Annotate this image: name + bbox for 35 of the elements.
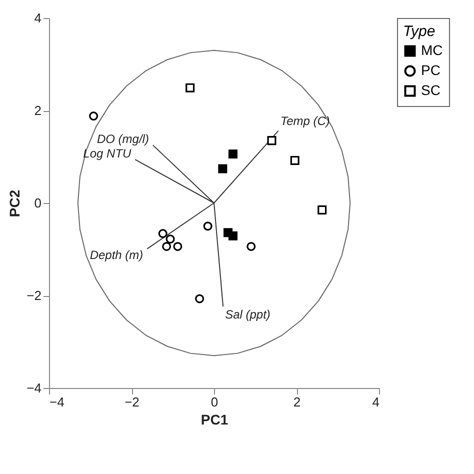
y-tick-label: −4 <box>26 380 42 396</box>
annotation: Sal (ppt) <box>225 308 270 322</box>
legend-label: MC <box>421 42 443 58</box>
x-tick-label: 2 <box>293 394 301 410</box>
y-tick-label: 4 <box>34 10 42 26</box>
y-tick-label: 0 <box>34 196 42 210</box>
point <box>218 164 228 174</box>
point <box>166 234 175 244</box>
legend-title: Type <box>403 23 436 40</box>
y-axis-title: PC2 <box>6 190 23 218</box>
point <box>228 231 238 240</box>
annotation: Depth (m) <box>90 248 144 262</box>
point <box>203 222 212 231</box>
point <box>267 136 276 146</box>
x-axis-title: PC1 <box>200 412 228 428</box>
x-tick-label: 0 <box>210 394 218 410</box>
point <box>290 156 300 165</box>
x-tick-label: −4 <box>50 394 64 410</box>
legend-label: PC <box>421 62 440 78</box>
point <box>186 83 195 92</box>
x-tick-label: −2 <box>124 394 140 410</box>
point <box>195 294 204 304</box>
legend-label: SC <box>421 82 440 98</box>
annotation: Temp (C) <box>280 114 330 128</box>
annotation: DO (mg/l) <box>96 132 149 146</box>
point <box>162 242 172 251</box>
y-tick-label: 2 <box>34 103 42 118</box>
point <box>318 205 327 214</box>
x-tick-label: 4 <box>372 394 380 410</box>
point <box>246 242 256 251</box>
point <box>158 229 168 238</box>
point <box>173 242 182 251</box>
y-tick-label: −2 <box>26 288 42 303</box>
point <box>89 112 98 121</box>
point <box>228 149 238 158</box>
